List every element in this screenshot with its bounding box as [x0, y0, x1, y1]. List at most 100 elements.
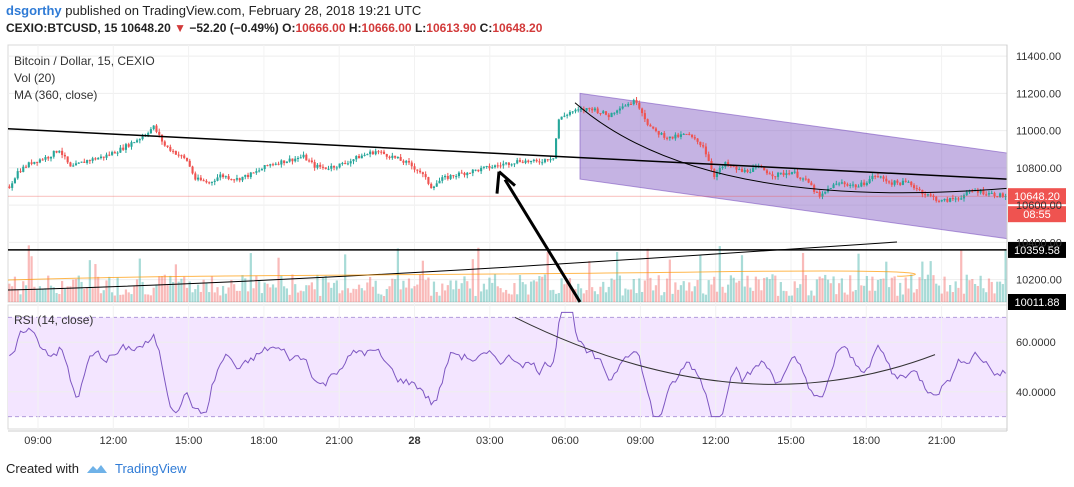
- volume-bar: [166, 285, 169, 302]
- volume-bar: [838, 283, 841, 302]
- volume-bar: [127, 292, 130, 302]
- volume-bar: [846, 294, 849, 302]
- candle-body: [330, 165, 333, 169]
- candle-body: [155, 125, 158, 132]
- symbol-ohlc-bar: CEXIO:BTCUSD, 15 10648.20 ▼ −52.20 (−0.4…: [6, 21, 543, 35]
- candle-body: [427, 177, 430, 184]
- candle-body: [174, 151, 177, 155]
- candle-body: [316, 164, 319, 168]
- candle-body: [374, 151, 377, 155]
- volume-bar: [502, 292, 505, 302]
- candle-body: [360, 155, 363, 159]
- volume-bar: [940, 293, 943, 302]
- candle-body: [130, 142, 133, 147]
- volume-bar: [466, 281, 469, 302]
- candle-body: [543, 159, 547, 163]
- candle-body: [735, 166, 738, 170]
- candle-body: [441, 177, 444, 181]
- volume-bar: [957, 287, 960, 302]
- rsi-pane: [9, 311, 1006, 418]
- volume-bar: [990, 281, 993, 302]
- volume-bar: [727, 284, 730, 302]
- candle-body: [432, 186, 436, 189]
- volume-bar: [657, 275, 660, 302]
- candle-body: [421, 172, 424, 175]
- candle-body: [982, 190, 985, 195]
- candle-body: [163, 141, 166, 146]
- candle-body: [127, 144, 130, 147]
- volume-bar: [460, 283, 463, 302]
- price-tick-label: 10800.00: [1016, 163, 1062, 175]
- candle-body: [260, 169, 263, 171]
- candle-body: [649, 124, 652, 127]
- volume-bar: [360, 288, 363, 302]
- candle-body: [38, 159, 41, 163]
- candle-body: [44, 157, 47, 160]
- volume-bar: [829, 283, 832, 302]
- candle-body: [962, 195, 966, 199]
- volume-bar: [702, 293, 705, 302]
- time-tick-label: 28: [408, 435, 420, 447]
- candle-body: [233, 179, 236, 181]
- volume-bar: [660, 295, 663, 302]
- volume-bar: [671, 293, 674, 302]
- volume-bar: [599, 286, 602, 302]
- candle-body: [194, 173, 197, 180]
- candle-body: [593, 108, 596, 111]
- candle-body: [935, 196, 938, 201]
- candle-body: [635, 99, 638, 103]
- candle-body: [444, 175, 447, 178]
- candle-body: [111, 152, 114, 155]
- volume-bar: [527, 294, 530, 302]
- volume-bar: [663, 292, 666, 302]
- price-tick-label: 11000.00: [1016, 126, 1061, 138]
- volume-bar: [374, 280, 377, 302]
- volume-bar: [99, 293, 103, 302]
- candle-body: [352, 159, 355, 162]
- volume-bar: [133, 285, 136, 302]
- time-tick-label: 21:00: [325, 435, 353, 447]
- volume-bar: [532, 280, 535, 302]
- candle-body: [507, 162, 510, 166]
- volume-bar: [122, 294, 125, 302]
- candle-body: [97, 158, 100, 160]
- volume-bar: [180, 278, 183, 302]
- candle-body: [779, 172, 782, 174]
- candle-body: [516, 160, 519, 164]
- candle-body: [521, 161, 524, 163]
- candle-body: [993, 192, 996, 197]
- volume-bar: [391, 278, 394, 302]
- candle-body: [480, 167, 483, 172]
- volume-bar: [169, 275, 172, 302]
- candle-body: [838, 183, 841, 185]
- candle-body: [24, 166, 28, 168]
- candle-body: [702, 145, 705, 147]
- candle-body: [183, 155, 186, 158]
- candle-body: [227, 176, 230, 180]
- volume-bar: [260, 293, 264, 302]
- volume-bar: [690, 291, 694, 302]
- volume-bar: [480, 291, 483, 302]
- candle-body: [235, 178, 238, 180]
- volume-bar: [849, 275, 852, 302]
- candle-body: [385, 154, 388, 157]
- candle-body: [133, 142, 136, 144]
- candle-body: [277, 163, 280, 165]
- volume-bar: [313, 289, 316, 302]
- author-link[interactable]: dsgorthy: [6, 3, 62, 18]
- tradingview-link[interactable]: TradingView: [114, 461, 187, 476]
- volume-bar: [158, 276, 161, 302]
- volume-bar: [505, 289, 508, 302]
- volume-bar: [183, 276, 186, 302]
- volume-bar: [602, 281, 605, 302]
- volume-bar: [135, 279, 139, 302]
- volume-bar: [338, 293, 341, 302]
- volume-bar: [793, 281, 796, 302]
- volume-bar: [624, 288, 627, 302]
- candle-body: [305, 154, 308, 161]
- volume-bar: [971, 279, 974, 302]
- volume-bar: [882, 278, 885, 302]
- volume-bar: [194, 289, 197, 302]
- candle-body: [679, 134, 682, 137]
